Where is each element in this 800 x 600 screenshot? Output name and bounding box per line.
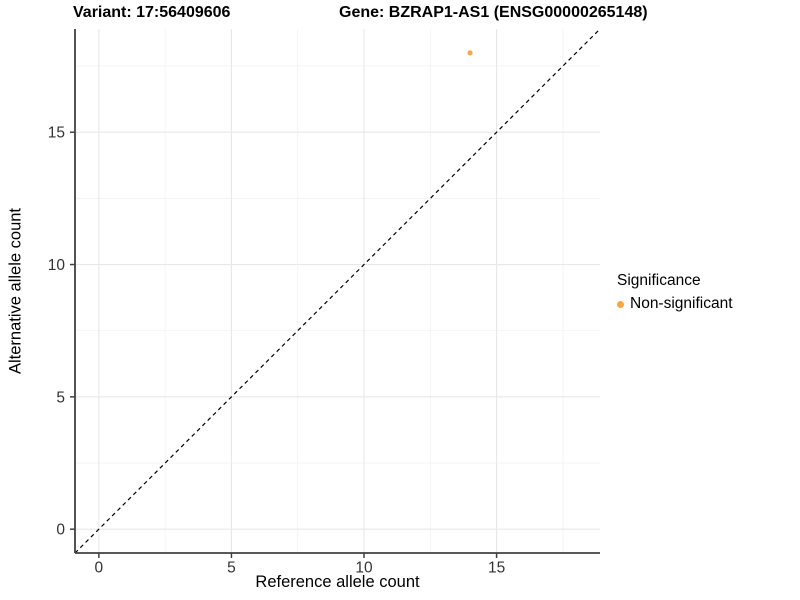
data-point xyxy=(467,50,473,56)
identity-reference-line xyxy=(74,28,601,554)
legend: Significance Non-significant xyxy=(617,272,733,313)
gene-title: Gene: BZRAP1-AS1 (ENSG00000265148) xyxy=(339,4,648,21)
y-tick-label: 0 xyxy=(56,522,65,539)
legend-item-label: Non-significant xyxy=(630,295,733,312)
y-tick-label: 15 xyxy=(48,125,65,142)
y-tick-label: 10 xyxy=(48,257,66,274)
y-tick-label: 5 xyxy=(56,389,65,406)
x-axis-title: Reference allele count xyxy=(255,573,420,591)
legend-point-icon xyxy=(617,300,624,308)
variant-title: Variant: 17:56409606 xyxy=(73,4,231,21)
y-axis-title: Alternative allele count xyxy=(6,207,25,375)
x-tick-label: 5 xyxy=(227,560,236,577)
x-tick-label: 0 xyxy=(95,560,104,577)
x-tick-label: 10 xyxy=(355,560,373,577)
legend-item: Non-significant xyxy=(617,295,733,313)
legend-title: Significance xyxy=(617,272,701,289)
x-tick-label: 15 xyxy=(488,560,505,577)
